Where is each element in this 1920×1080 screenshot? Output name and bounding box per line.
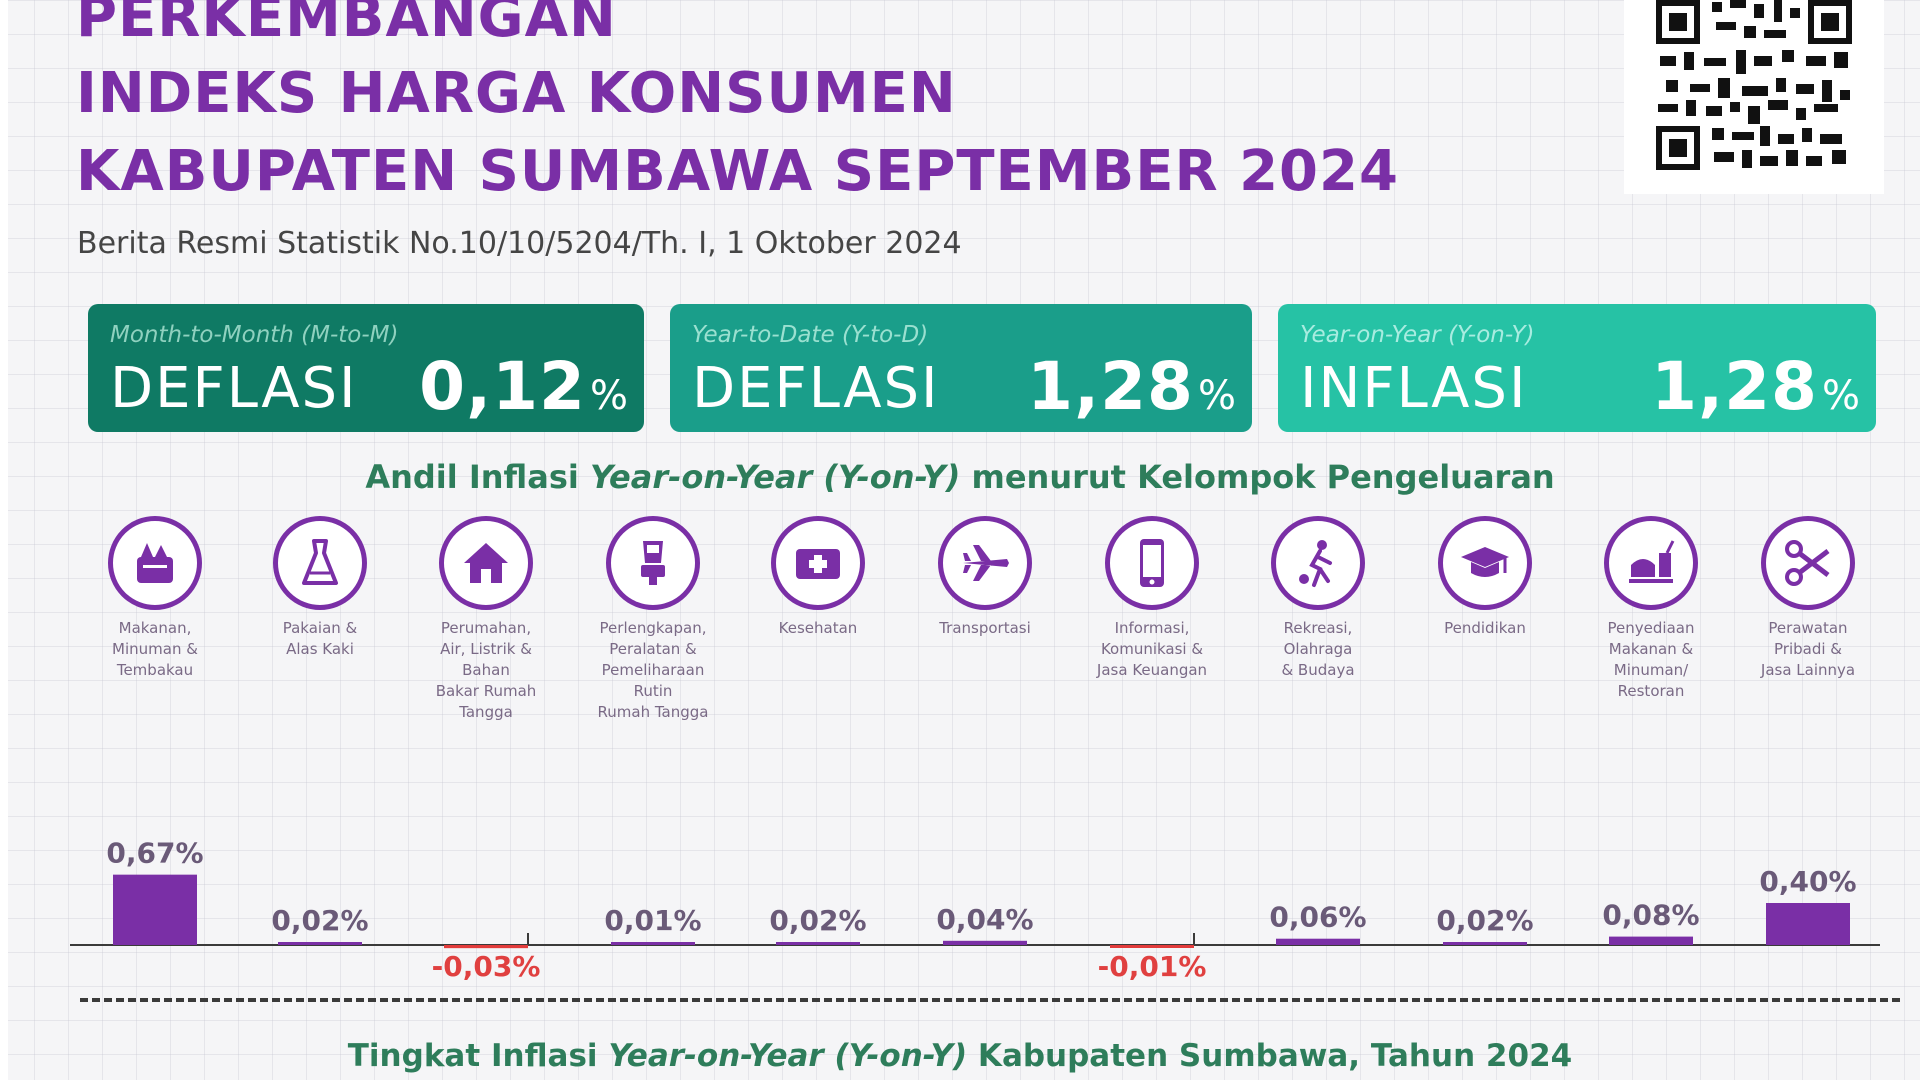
- bar-label-6: -0,01%: [1098, 950, 1207, 983]
- section-divider: [80, 998, 1900, 1002]
- card-unit: %: [1197, 373, 1236, 419]
- category-health: Kesehatan: [743, 516, 893, 639]
- qr-code[interactable]: [1624, 0, 1884, 194]
- footer-title-italic: Year-on-Year (Y-on-Y): [608, 1038, 968, 1074]
- bar-label-4: 0,02%: [769, 904, 866, 937]
- card-period-label: Year-on-Year (Y-on-Y): [1300, 322, 1535, 348]
- card-period-label: Month-to-Month (M-to-M): [110, 322, 399, 348]
- airplane-icon: [938, 516, 1032, 610]
- bar-label-8: 0,02%: [1436, 904, 1533, 937]
- mtm-deflation-card: Month-to-Month (M-to-M) DEFLASI 0,12%: [88, 304, 644, 432]
- category-restaurant: Penyediaan Makanan & Minuman/ Restoran: [1576, 516, 1726, 702]
- ytd-deflation-card: Year-to-Date (Y-to-D) DEFLASI 1,28%: [670, 304, 1252, 432]
- food-basket-icon: [108, 516, 202, 610]
- category-education: Pendidikan: [1410, 516, 1560, 639]
- footer-title: Tingkat Inflasi Year-on-Year (Y-on-Y) Ka…: [0, 1038, 1920, 1074]
- card-value: 0,12: [419, 348, 586, 425]
- contribution-bar-chart: 0,67% 0,02% -0,03% 0,01% 0,02% 0,04% -0,01% 0,0…: [70, 837, 1880, 983]
- left-margin-strip: [0, 0, 8, 1080]
- category-label: Makanan, Minuman & Tembakau: [112, 619, 198, 679]
- title-line-2: INDEKS HARGA KONSUMEN: [76, 61, 957, 126]
- category-transport: Transportasi: [910, 516, 1060, 639]
- bar-10: [1766, 903, 1850, 945]
- bar-7: [1276, 938, 1360, 945]
- title-line-1: PERKEMBANGAN: [76, 0, 617, 50]
- category-label: Transportasi: [939, 619, 1031, 637]
- category-label: Perlengkapan, Peralatan & Pemeliharaan R…: [597, 619, 709, 721]
- bar-label-7: 0,06%: [1269, 901, 1366, 934]
- card-value: 1,28: [1027, 348, 1194, 425]
- bar-2: [444, 945, 528, 949]
- bar-label-3: 0,01%: [604, 904, 701, 937]
- bar-label-0: 0,67%: [106, 837, 203, 870]
- category-label: Pakaian & Alas Kaki: [282, 619, 358, 658]
- section-title-suffix: menurut Kelompok Pengeluaran: [960, 458, 1555, 496]
- graduation-cap-icon: [1438, 516, 1532, 610]
- bar-0: [113, 874, 197, 945]
- report-subtitle: Berita Resmi Statistik No.10/10/5204/Th.…: [77, 226, 962, 261]
- section-title-prefix: Andil Inflasi: [365, 458, 590, 496]
- bar-6: [1110, 945, 1194, 948]
- card-period-label: Year-to-Date (Y-to-D): [692, 322, 929, 348]
- bar-5: [943, 940, 1027, 945]
- category-communication: Informasi, Komunikasi & Jasa Keuangan: [1077, 516, 1227, 681]
- category-food: Makanan, Minuman & Tembakau: [80, 516, 230, 681]
- meal-icon: [1604, 516, 1698, 610]
- title-line-3: KABUPATEN SUMBAWA SEPTEMBER 2024: [76, 139, 1399, 204]
- bar-label-5: 0,04%: [936, 903, 1033, 936]
- card-unit: %: [589, 373, 628, 419]
- blender-icon: [606, 516, 700, 610]
- scissors-comb-icon: [1761, 516, 1855, 610]
- footer-title-prefix: Tingkat Inflasi: [347, 1038, 609, 1074]
- category-label: Rekreasi, Olahraga & Budaya: [1281, 619, 1355, 679]
- footer-title-suffix: Kabupaten Sumbawa, Tahun 2024: [967, 1038, 1573, 1074]
- bar-3: [611, 942, 695, 945]
- category-household: Perlengkapan, Peralatan & Pemeliharaan R…: [578, 516, 728, 723]
- soccer-player-icon: [1271, 516, 1365, 610]
- category-label: Perawatan Pribadi & Jasa Lainnya: [1760, 619, 1856, 679]
- category-label: Pendidikan: [1444, 619, 1526, 637]
- house-icon: [439, 516, 533, 610]
- yoy-inflation-card: Year-on-Year (Y-on-Y) INFLASI 1,28%: [1278, 304, 1876, 432]
- category-recreation: Rekreasi, Olahraga & Budaya: [1243, 516, 1393, 681]
- card-kind-label: DEFLASI: [692, 356, 940, 421]
- bar-label-1: 0,02%: [271, 904, 368, 937]
- bar-8: [1443, 942, 1527, 945]
- section-title: Andil Inflasi Year-on-Year (Y-on-Y) menu…: [0, 458, 1920, 496]
- card-kind-label: DEFLASI: [110, 356, 358, 421]
- bar-label-9: 0,08%: [1602, 899, 1699, 932]
- card-unit: %: [1821, 373, 1860, 419]
- first-aid-kit-icon: [771, 516, 865, 610]
- card-value: 1,28: [1651, 348, 1818, 425]
- category-label: Perumahan, Air, Listrik & Bahan Bakar Ru…: [435, 619, 537, 721]
- smartphone-icon: [1105, 516, 1199, 610]
- card-kind-label: INFLASI: [1300, 356, 1528, 421]
- category-label: Informasi, Komunikasi & Jasa Keuangan: [1096, 619, 1208, 679]
- bar-label-10: 0,40%: [1759, 865, 1856, 898]
- category-clothing: Pakaian & Alas Kaki: [245, 516, 395, 660]
- dress-icon: [273, 516, 367, 610]
- category-label: Kesehatan: [778, 619, 858, 637]
- category-housing: Perumahan, Air, Listrik & Bahan Bakar Ru…: [411, 516, 561, 723]
- category-personal-care: Perawatan Pribadi & Jasa Lainnya: [1733, 516, 1883, 681]
- bar-4: [776, 942, 860, 945]
- bar-1: [278, 942, 362, 945]
- bar-label-2: -0,03%: [432, 950, 541, 983]
- bar-9: [1609, 936, 1693, 945]
- category-label: Penyediaan Makanan & Minuman/ Restoran: [1607, 619, 1695, 700]
- qr-code-icon: [1656, 0, 1852, 170]
- section-title-italic: Year-on-Year (Y-on-Y): [590, 458, 961, 496]
